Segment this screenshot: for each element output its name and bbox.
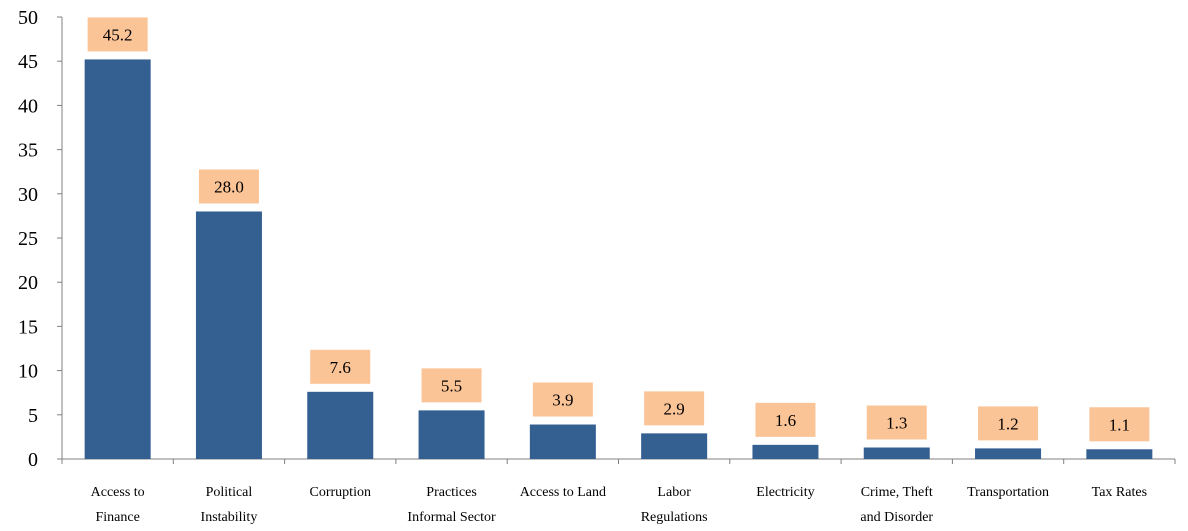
y-tick-label: 15: [18, 316, 38, 338]
data-label: 1.3: [886, 414, 907, 433]
data-label: 1.2: [997, 414, 1018, 433]
bar: [529, 424, 596, 459]
x-tick-label: Political Instability: [201, 485, 258, 525]
data-label: 45.2: [103, 25, 133, 44]
bar: [752, 444, 819, 459]
y-tick-label: 30: [18, 184, 38, 206]
y-tick-label: 10: [18, 361, 38, 383]
x-tick-label-line: and Disorder: [860, 510, 933, 525]
x-tick-label: Crime, Theft and Disorder: [860, 485, 933, 525]
y-tick-label: 45: [18, 51, 38, 73]
data-label: 1.6: [775, 411, 796, 430]
x-tick-label-line: Access to: [91, 485, 145, 500]
y-tick-label: 35: [18, 140, 38, 162]
data-label-box: [532, 382, 593, 417]
data-label: 7.6: [330, 358, 351, 377]
x-tick-label-line: Access to Land: [520, 485, 606, 500]
y-tick-label: 20: [18, 272, 38, 294]
data-label-box: [978, 406, 1039, 441]
data-label-box: [198, 169, 259, 204]
bar: [195, 211, 262, 459]
x-tick-label: Practices Informal Sector: [407, 485, 496, 525]
x-tick-label-line: Informal Sector: [407, 510, 496, 525]
bars: [84, 59, 1153, 459]
data-label-box: [87, 17, 148, 52]
x-tick-label-line: Regulations: [641, 510, 708, 525]
x-tick-label: Labor Regulations: [641, 485, 708, 525]
data-label-box: [421, 368, 482, 403]
x-tick-label-line: Practices: [426, 485, 477, 500]
y-tick-label: 40: [18, 95, 38, 117]
x-tick-label-line: Tax Rates: [1092, 485, 1147, 500]
bar: [863, 447, 930, 459]
x-tick-label: Access to Finance: [91, 485, 145, 525]
y-tick-label: 50: [18, 7, 38, 29]
y-tick-label: 5: [28, 405, 38, 427]
data-label-box: [755, 402, 816, 437]
data-label: 2.9: [664, 399, 685, 418]
x-tick-label: Corruption: [310, 485, 371, 500]
x-tick-label-line: Finance: [95, 510, 139, 525]
data-label: 3.9: [552, 391, 573, 410]
y-axis: 0 5 10 15 20 25 30 35 40 45 50: [18, 7, 63, 471]
x-tick-label-line: Political: [206, 485, 253, 500]
bar: [975, 448, 1042, 459]
x-axis: Access to Finance Political Instability Corr…: [61, 458, 1176, 525]
x-tick-label-line: Corruption: [310, 485, 371, 500]
bar: [641, 433, 708, 459]
x-tick-label: Electricity: [756, 485, 814, 500]
data-label-box: [866, 405, 927, 440]
x-tick-label: Access to Land: [520, 485, 606, 500]
x-tick-label-line: Crime, Theft: [861, 485, 933, 500]
data-label: 28.0: [214, 177, 244, 196]
data-label: 5.5: [441, 376, 462, 395]
bar: [418, 410, 485, 459]
data-label-box: [644, 391, 705, 426]
bar: [1086, 449, 1153, 459]
y-tick-label: 0: [28, 449, 38, 471]
bar: [84, 59, 151, 459]
data-label-box: [1089, 407, 1150, 442]
x-tick-label-line: Transportation: [967, 485, 1049, 500]
data-labels: 45.2 28.0 7.6 5.5 3.9 2.9 1.6 1.3 1.2 1.1: [87, 17, 1150, 442]
bar: [307, 391, 374, 459]
x-tick-label-line: Electricity: [756, 485, 814, 500]
x-tick-label: Tax Rates: [1092, 485, 1147, 500]
data-label: 1.1: [1109, 415, 1130, 434]
x-tick-label-line: Labor: [657, 485, 691, 500]
x-tick-label-line: Instability: [201, 510, 258, 525]
x-tick-label: Transportation: [967, 485, 1049, 500]
y-tick-label: 25: [18, 228, 38, 250]
data-label-box: [310, 349, 371, 384]
